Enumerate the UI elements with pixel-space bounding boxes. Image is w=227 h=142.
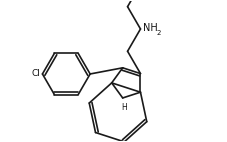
Text: 2: 2 [156, 30, 161, 36]
Text: NH: NH [143, 23, 158, 33]
Text: Cl: Cl [32, 69, 40, 79]
Text: H: H [121, 103, 127, 112]
